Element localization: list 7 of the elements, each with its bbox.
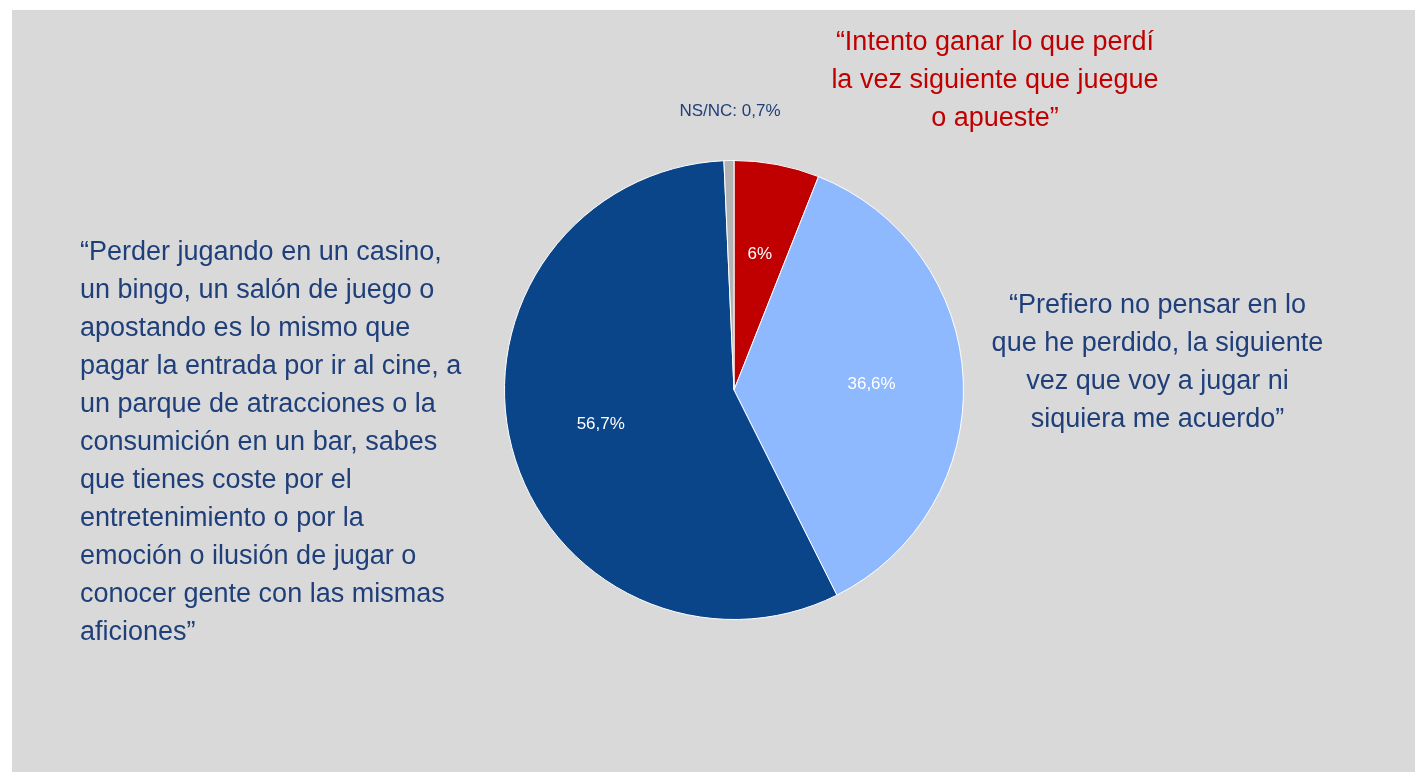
slice-label: NS/NC: 0,7% bbox=[678, 100, 782, 122]
category-label: “Perder jugando en un casino, un bingo, un salón de juego o apostando es lo mismo que pagar la entrada por ir al cine, a un parque de atracciones o la consumición en un bar, sabes que tienes coste por el entretenimiento o por la emoción o ilusión de jugar o conocer gente con las mismas aficiones” bbox=[80, 236, 462, 646]
slice-label: “Intento ganar lo que perdí la vez siguiente que juegue o apueste” bbox=[830, 25, 1160, 134]
slice-label: “Prefiero no pensar en lo que he perdido, la siguiente vez que voy a jugar ni siquiera me acuerdo” bbox=[990, 288, 1325, 435]
data-label: 56,7% bbox=[576, 414, 625, 434]
data-label: 6% bbox=[747, 244, 773, 264]
data-label: 36,6% bbox=[847, 373, 896, 393]
